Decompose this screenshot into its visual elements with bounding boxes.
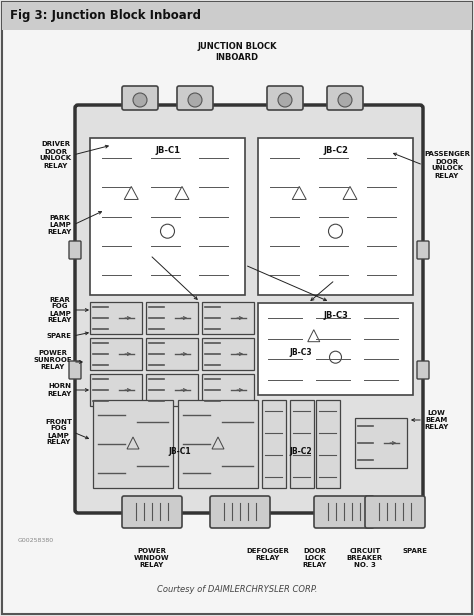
FancyBboxPatch shape bbox=[267, 86, 303, 110]
Text: PASSENGER
DOOR
UNLOCK
RELAY: PASSENGER DOOR UNLOCK RELAY bbox=[424, 152, 470, 179]
Bar bbox=[262, 400, 286, 488]
Text: SPARE: SPARE bbox=[47, 333, 72, 339]
Text: POWER
SUNROOF
RELAY: POWER SUNROOF RELAY bbox=[33, 350, 72, 370]
Text: HORN
RELAY: HORN RELAY bbox=[48, 384, 72, 397]
Bar bbox=[258, 303, 413, 395]
FancyBboxPatch shape bbox=[417, 241, 429, 259]
Bar bbox=[146, 374, 198, 406]
Bar bbox=[146, 338, 198, 370]
Bar bbox=[355, 418, 407, 468]
FancyBboxPatch shape bbox=[417, 361, 429, 379]
Text: G00258380: G00258380 bbox=[18, 538, 54, 543]
Text: PARK
LAMP
RELAY: PARK LAMP RELAY bbox=[48, 215, 72, 235]
Bar bbox=[90, 338, 142, 370]
FancyBboxPatch shape bbox=[69, 241, 81, 259]
Bar bbox=[258, 138, 413, 295]
FancyBboxPatch shape bbox=[210, 496, 270, 528]
Bar bbox=[90, 138, 245, 295]
FancyBboxPatch shape bbox=[122, 86, 158, 110]
FancyBboxPatch shape bbox=[327, 86, 363, 110]
Circle shape bbox=[133, 93, 147, 107]
Text: JB-C3: JB-C3 bbox=[290, 348, 312, 357]
Bar bbox=[90, 302, 142, 334]
Bar bbox=[90, 374, 142, 406]
Text: Fig 3: Junction Block Inboard: Fig 3: Junction Block Inboard bbox=[10, 9, 201, 23]
FancyBboxPatch shape bbox=[314, 496, 374, 528]
Text: JB-C2: JB-C2 bbox=[323, 146, 348, 155]
Bar bbox=[202, 338, 254, 370]
Text: SPARE: SPARE bbox=[402, 548, 428, 554]
Text: POWER
WINDOW
RELAY: POWER WINDOW RELAY bbox=[134, 548, 170, 568]
FancyBboxPatch shape bbox=[75, 105, 423, 513]
Text: JB-C3: JB-C3 bbox=[323, 311, 348, 320]
Text: JB-C1: JB-C1 bbox=[169, 447, 191, 456]
Text: DOOR
LOCK
RELAY: DOOR LOCK RELAY bbox=[303, 548, 327, 568]
Bar bbox=[290, 400, 314, 488]
Text: JB-C2: JB-C2 bbox=[290, 447, 312, 456]
FancyBboxPatch shape bbox=[177, 86, 213, 110]
FancyBboxPatch shape bbox=[122, 496, 182, 528]
Text: Courtesy of DAIMLERCHRYSLER CORP.: Courtesy of DAIMLERCHRYSLER CORP. bbox=[157, 585, 317, 594]
Text: FRONT
FOG
LAMP
RELAY: FRONT FOG LAMP RELAY bbox=[45, 418, 72, 445]
Bar bbox=[202, 374, 254, 406]
Text: LOW
BEAM
RELAY: LOW BEAM RELAY bbox=[424, 410, 448, 430]
Bar bbox=[93, 400, 173, 488]
FancyBboxPatch shape bbox=[69, 361, 81, 379]
Text: JB-C1: JB-C1 bbox=[155, 146, 180, 155]
Circle shape bbox=[338, 93, 352, 107]
Text: REAR
FOG
LAMP
RELAY: REAR FOG LAMP RELAY bbox=[48, 296, 72, 323]
Text: JUNCTION BLOCK
INBOARD: JUNCTION BLOCK INBOARD bbox=[197, 43, 277, 62]
Bar bbox=[316, 400, 340, 488]
Bar bbox=[202, 302, 254, 334]
Bar bbox=[178, 400, 258, 488]
Text: DEFOGGER
RELAY: DEFOGGER RELAY bbox=[246, 548, 290, 561]
Circle shape bbox=[278, 93, 292, 107]
Bar bbox=[146, 302, 198, 334]
Text: CIRCUIT
BREAKER
NO. 3: CIRCUIT BREAKER NO. 3 bbox=[347, 548, 383, 568]
Text: DRIVER
DOOR
UNLOCK
RELAY: DRIVER DOOR UNLOCK RELAY bbox=[40, 142, 72, 169]
Circle shape bbox=[188, 93, 202, 107]
Bar bbox=[2, 2, 472, 30]
FancyBboxPatch shape bbox=[365, 496, 425, 528]
